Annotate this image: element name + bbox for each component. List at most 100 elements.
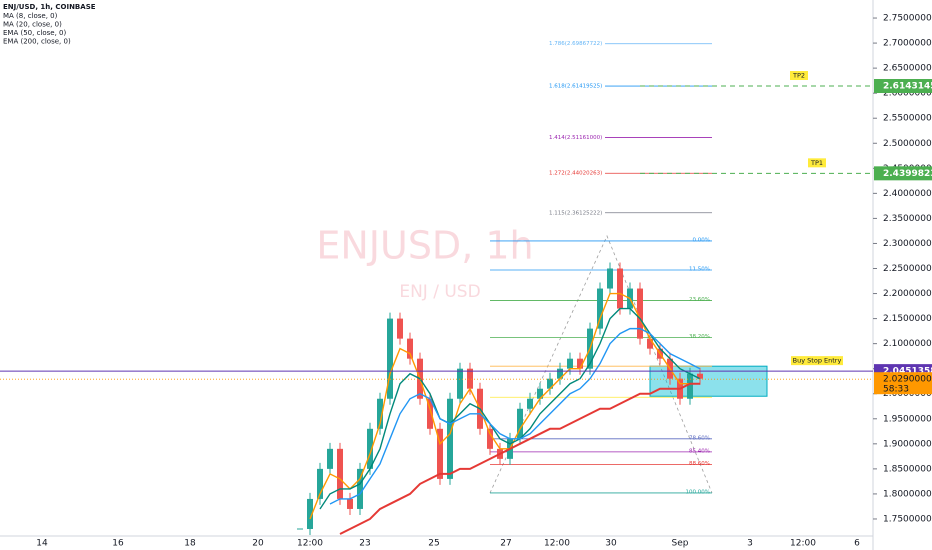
candle — [577, 358, 583, 369]
y-tick-label: 2.55000000 — [883, 114, 932, 124]
x-tick-label: 6 — [854, 539, 860, 549]
y-tick-label: 2.35000000 — [883, 214, 932, 224]
candle — [307, 498, 313, 529]
y-tick-label: 1.80000000 — [883, 489, 932, 499]
fib-retracement-label: 0.00% — [693, 237, 710, 243]
candle — [327, 448, 333, 469]
x-tick-label: 12:00 — [790, 539, 816, 549]
legend-entry: EMA (200, close, 0) — [3, 38, 71, 46]
fib-retracement-label: 88.60% — [689, 461, 710, 467]
candle — [617, 268, 623, 309]
moving-average — [339, 382, 700, 535]
fib-extension-label: 1.786(2.69867722) — [549, 41, 602, 47]
y-tick-label: 2.30000000 — [883, 239, 932, 249]
watermark-title: ENJUSD, 1h — [316, 224, 533, 268]
candle — [557, 368, 563, 379]
x-tick-label: 12:00 — [544, 539, 570, 549]
y-tick-label: 2.65000000 — [883, 64, 932, 74]
legend-entry: EMA (50, close, 0) — [3, 29, 66, 37]
legend-entry: MA (8, close, 0) — [3, 12, 58, 20]
candle — [407, 338, 413, 359]
candle — [467, 368, 473, 389]
fib-retracement-label: 85.40% — [689, 448, 710, 454]
price-tag-label: 2.04513586 — [883, 367, 932, 377]
y-tick-label: 2.00000000 — [883, 389, 932, 399]
fib-retracement-label: 38.20% — [689, 334, 710, 340]
candle — [427, 398, 433, 429]
candle — [697, 373, 703, 379]
candle — [317, 468, 323, 499]
candle — [637, 288, 643, 339]
candle — [547, 378, 553, 389]
moving-average — [309, 292, 700, 520]
y-tick-label: 2.10000000 — [883, 339, 932, 349]
fib-extension-label: 1.272(2.44020263) — [549, 171, 602, 177]
y-tick-label: 2.25000000 — [883, 264, 932, 274]
fib-extension-label: 1.618(2.61419525) — [549, 84, 602, 90]
fib-extension-label: 1.414(2.51161000) — [549, 135, 602, 141]
fib-trend-line — [489, 234, 713, 494]
price-tag-label: 2.61431457 — [883, 82, 932, 92]
price-tag-label: 2.43998233 — [883, 169, 932, 179]
fib-retracement-label: 78.60% — [689, 435, 710, 441]
countdown: 58:33 — [883, 385, 909, 395]
entry-label: Buy Stop Entry — [793, 357, 842, 365]
x-tick-label: 30 — [605, 539, 617, 549]
moving-average — [319, 307, 701, 510]
candle — [487, 428, 493, 449]
price-tag — [874, 79, 932, 94]
fib-retracement-label: 23.60% — [689, 297, 710, 303]
y-tick-label: 1.75000000 — [883, 514, 932, 524]
y-tick-label: 2.60000000 — [883, 89, 932, 99]
candle — [347, 498, 353, 509]
x-tick-label: 16 — [112, 539, 124, 549]
candle — [607, 268, 613, 289]
candle — [527, 398, 533, 409]
x-tick-label: 18 — [184, 539, 196, 549]
x-tick-label: Sep — [672, 539, 689, 549]
x-tick-label: 27 — [500, 539, 511, 549]
y-tick-label: 2.15000000 — [883, 314, 932, 324]
y-tick-label: 1.90000000 — [883, 439, 932, 449]
y-tick-label: 2.20000000 — [883, 289, 932, 299]
candle — [357, 468, 363, 509]
fib-extension-label: 1.115(2.36125222) — [549, 210, 602, 216]
price-tag-label: 2.02900000 — [883, 375, 932, 385]
candle — [367, 428, 373, 469]
candle — [517, 408, 523, 439]
candle — [687, 373, 693, 399]
target-label: TP1 — [810, 159, 823, 167]
y-tick-label: 2.75000000 — [883, 14, 932, 24]
x-tick-label: 20 — [252, 539, 264, 549]
x-tick-label: 12:00 — [297, 539, 323, 549]
target-label: TP2 — [792, 72, 805, 80]
y-tick-label: 2.50000000 — [883, 139, 932, 149]
x-tick-label: 3 — [747, 539, 753, 549]
candle — [397, 318, 403, 339]
candle — [387, 318, 393, 399]
symbol: ENJ/USD, 1h, COINBASE — [3, 3, 96, 11]
candle — [457, 368, 463, 399]
target-tag — [808, 158, 826, 168]
y-tick-label: 1.85000000 — [883, 464, 932, 474]
y-tick-label: 2.40000000 — [883, 189, 932, 199]
candle — [447, 398, 453, 479]
x-tick-label: 25 — [428, 539, 439, 549]
candle — [377, 398, 383, 429]
fib-retracement-label: 11.50% — [689, 267, 710, 273]
candle — [647, 338, 653, 349]
candle — [567, 358, 573, 369]
target-tag — [790, 71, 808, 81]
candle — [537, 388, 543, 399]
entry-tag — [791, 356, 843, 366]
candle — [597, 288, 603, 329]
price-tag — [874, 372, 932, 395]
candle — [437, 428, 443, 479]
x-tick-label: 14 — [36, 539, 48, 549]
x-tick-label: 23 — [359, 539, 370, 549]
watermark-subtitle: ENJ / USD — [399, 282, 480, 302]
price-tag — [874, 166, 932, 181]
candle — [337, 448, 343, 499]
